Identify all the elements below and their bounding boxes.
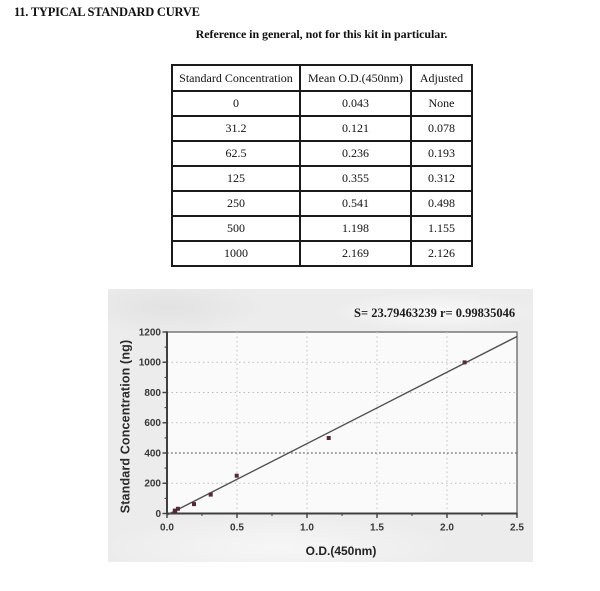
svg-text:400: 400	[144, 448, 161, 459]
svg-text:Standard Concentration (ng): Standard Concentration (ng)	[118, 340, 132, 514]
svg-text:2.0: 2.0	[440, 523, 454, 534]
svg-text:0: 0	[155, 509, 161, 520]
svg-text:1.0: 1.0	[300, 523, 314, 534]
svg-text:2.5: 2.5	[510, 523, 524, 534]
svg-text:S= 23.79463239 r= 0.99835046: S= 23.79463239 r= 0.99835046	[354, 306, 515, 320]
svg-text:0.5: 0.5	[230, 523, 244, 534]
svg-text:0.0: 0.0	[160, 523, 174, 534]
svg-text:200: 200	[144, 479, 161, 490]
svg-text:1.5: 1.5	[370, 523, 384, 534]
svg-text:O.D.(450nm): O.D.(450nm)	[306, 544, 377, 558]
svg-text:600: 600	[144, 418, 161, 429]
svg-text:800: 800	[144, 388, 161, 399]
svg-text:1200: 1200	[139, 327, 162, 338]
svg-text:1000: 1000	[139, 358, 162, 369]
